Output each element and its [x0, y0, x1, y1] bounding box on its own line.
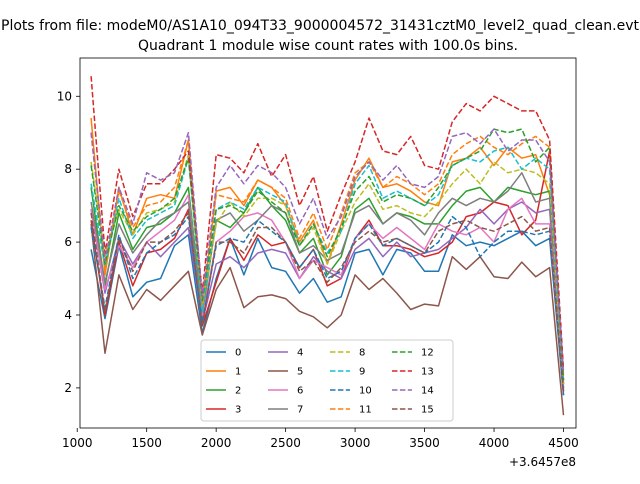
x-tick-label: 2000 — [201, 436, 232, 450]
series-line-10 — [90, 215, 565, 396]
legend-label-10: 10 — [359, 386, 372, 397]
y-tick-label: 6 — [64, 235, 72, 249]
series-line-13 — [90, 76, 565, 370]
figure-suptitle: Plots from file: modeM0/AS1A10_094T33_90… — [1, 18, 639, 34]
series-line-3 — [90, 150, 565, 392]
x-tick-label: 1000 — [62, 436, 93, 450]
legend-label-11: 11 — [359, 405, 372, 416]
axes-frame — [79, 57, 577, 429]
x-axis-ticks: 1000 1500 2000 2500 3000 3500 4000 4500 — [62, 428, 579, 450]
series-lines — [90, 76, 565, 416]
legend-label-1: 1 — [235, 367, 241, 378]
x-tick-label: 4500 — [548, 436, 579, 450]
legend-label-6: 6 — [297, 386, 303, 397]
series-line-6 — [90, 193, 565, 388]
series-line-7 — [90, 172, 565, 385]
y-tick-label: 10 — [57, 89, 72, 103]
legend-label-2: 2 — [235, 386, 241, 397]
y-axis-ticks: 2 4 6 8 10 — [57, 89, 80, 395]
chart-title: Quadrant 1 module wise count rates with … — [138, 38, 518, 54]
series-line-8 — [90, 153, 565, 385]
legend-label-0: 0 — [235, 348, 241, 359]
x-tick-label: 4000 — [479, 436, 510, 450]
series-line-5 — [90, 223, 565, 416]
series-line-4 — [90, 201, 565, 388]
legend-label-14: 14 — [421, 386, 434, 397]
series-line-0 — [90, 230, 565, 396]
legend-label-5: 5 — [297, 367, 303, 378]
legend-label-12: 12 — [421, 348, 434, 359]
x-tick-label: 3000 — [340, 436, 371, 450]
x-axis-offset-label: +3.6457e8 — [509, 455, 576, 469]
series-line-2 — [90, 186, 565, 385]
legend-label-3: 3 — [235, 405, 241, 416]
legend-label-8: 8 — [359, 348, 365, 359]
legend-label-4: 4 — [297, 348, 303, 359]
series-line-9 — [90, 146, 565, 381]
legend-label-15: 15 — [421, 405, 434, 416]
legend-box — [200, 339, 454, 422]
legend-label-13: 13 — [421, 367, 434, 378]
legend-label-7: 7 — [297, 405, 303, 416]
series-line-15 — [90, 212, 565, 392]
series-line-14 — [90, 128, 565, 374]
x-tick-label: 1500 — [131, 436, 162, 450]
series-line-12 — [90, 128, 565, 381]
x-tick-label: 2500 — [270, 436, 301, 450]
y-tick-label: 8 — [64, 162, 72, 176]
legend-label-9: 9 — [359, 367, 365, 378]
y-tick-label: 2 — [64, 381, 72, 395]
y-tick-label: 4 — [64, 308, 72, 322]
x-tick-label: 3500 — [409, 436, 440, 450]
